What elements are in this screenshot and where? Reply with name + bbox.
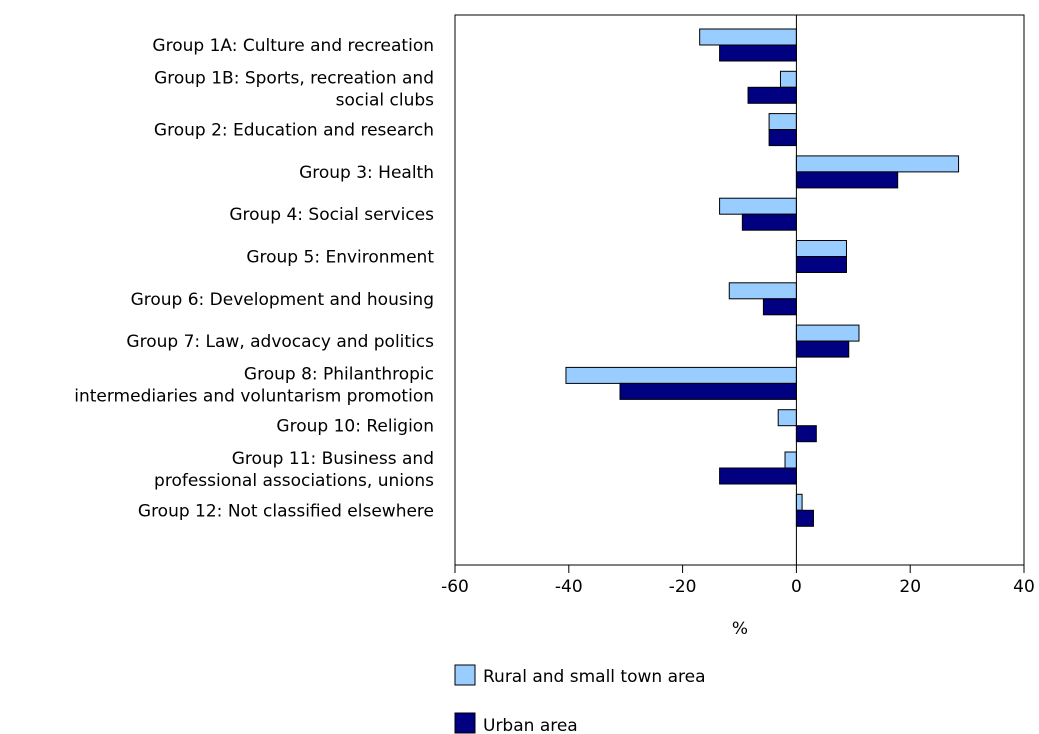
- bar-urban-2: [768, 129, 797, 147]
- x-tick-label: 0: [791, 577, 802, 597]
- legend-swatch-rural: [454, 664, 476, 686]
- bar-rural-6: [728, 282, 797, 300]
- bar-urban-5: [795, 256, 847, 273]
- x-tick-label: 40: [1013, 577, 1035, 597]
- bar-urban-10: [719, 467, 797, 485]
- bar-urban-3: [795, 171, 899, 189]
- bar-urban-0: [719, 44, 797, 62]
- bar-rural-8: [565, 366, 797, 384]
- x-tick-label: 20: [899, 577, 921, 597]
- legend: Rural and small town area Urban area: [454, 664, 706, 734]
- bar-rural-0: [699, 28, 797, 46]
- x-tick-label: -40: [555, 577, 583, 597]
- x-tick-label: -60: [441, 577, 469, 597]
- category-labels: Group 1A: Culture and recreation Group 1B…: [74, 36, 434, 521]
- legend-label-urban: Urban area: [483, 716, 578, 734]
- plot-area: [454, 14, 1025, 566]
- category-label-10: Group 11: Business and professional assoc…: [154, 449, 434, 491]
- bar-rural-7: [795, 324, 860, 342]
- category-label-7: Group 7: Law, advocacy and politics: [126, 332, 434, 352]
- legend-swatch-urban: [454, 712, 476, 734]
- category-label-8: Group 8: Philanthropic intermediaries and…: [74, 364, 434, 406]
- bar-rural-3: [795, 155, 960, 173]
- bar-rural-9: [777, 409, 797, 427]
- bar-urban-4: [741, 213, 797, 231]
- bar-urban-8: [619, 382, 797, 400]
- x-axis-ticks: -60 -40 -20 0 20 40: [441, 565, 1035, 597]
- bar-urban-7: [795, 340, 850, 358]
- bar-urban-11: [795, 509, 814, 527]
- category-label-0: Group 1A: Culture and recreation: [152, 36, 434, 56]
- category-label-2: Group 2: Education and research: [154, 121, 434, 141]
- bar-rural-10: [784, 451, 797, 469]
- bars-layer: [565, 28, 960, 527]
- category-label-1: Group 1B: Sports, recreation and social c…: [154, 68, 434, 110]
- bar-urban-6: [762, 298, 797, 316]
- bar-rural-2: [768, 113, 797, 131]
- category-label-9: Group 10: Religion: [276, 417, 434, 437]
- bar-rural-4: [719, 197, 797, 215]
- category-label-5: Group 5: Environment: [246, 248, 434, 268]
- x-tick-label: -20: [669, 577, 697, 597]
- bar-urban-9: [795, 425, 817, 443]
- category-label-3: Group 3: Health: [299, 163, 434, 183]
- bar-rural-11: [795, 493, 803, 511]
- bar-rural-1: [779, 70, 797, 88]
- category-label-4: Group 4: Social services: [229, 205, 434, 225]
- category-label-6: Group 6: Development and housing: [131, 290, 434, 310]
- bar-urban-1: [747, 86, 797, 104]
- legend-label-rural: Rural and small town area: [483, 667, 706, 687]
- x-axis-title: %: [732, 619, 748, 639]
- category-label-11: Group 12: Not classified elsewhere: [138, 501, 434, 521]
- bar-rural-5: [795, 240, 847, 257]
